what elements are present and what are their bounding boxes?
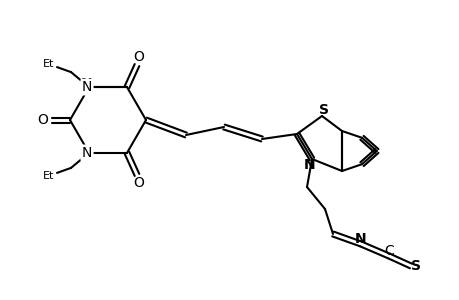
Text: N: N: [81, 77, 93, 91]
Text: O: O: [133, 176, 144, 190]
Text: Et: Et: [43, 59, 55, 69]
Text: S: S: [410, 259, 420, 273]
Text: Et: Et: [43, 171, 55, 181]
Text: O: O: [38, 113, 48, 127]
Text: S: S: [318, 103, 328, 117]
Text: N: N: [82, 80, 92, 94]
Text: N: N: [303, 158, 315, 172]
Text: O: O: [133, 50, 144, 64]
Text: C: C: [383, 244, 393, 258]
Text: N: N: [82, 146, 92, 160]
Text: N: N: [81, 149, 93, 163]
Text: N: N: [354, 232, 366, 246]
